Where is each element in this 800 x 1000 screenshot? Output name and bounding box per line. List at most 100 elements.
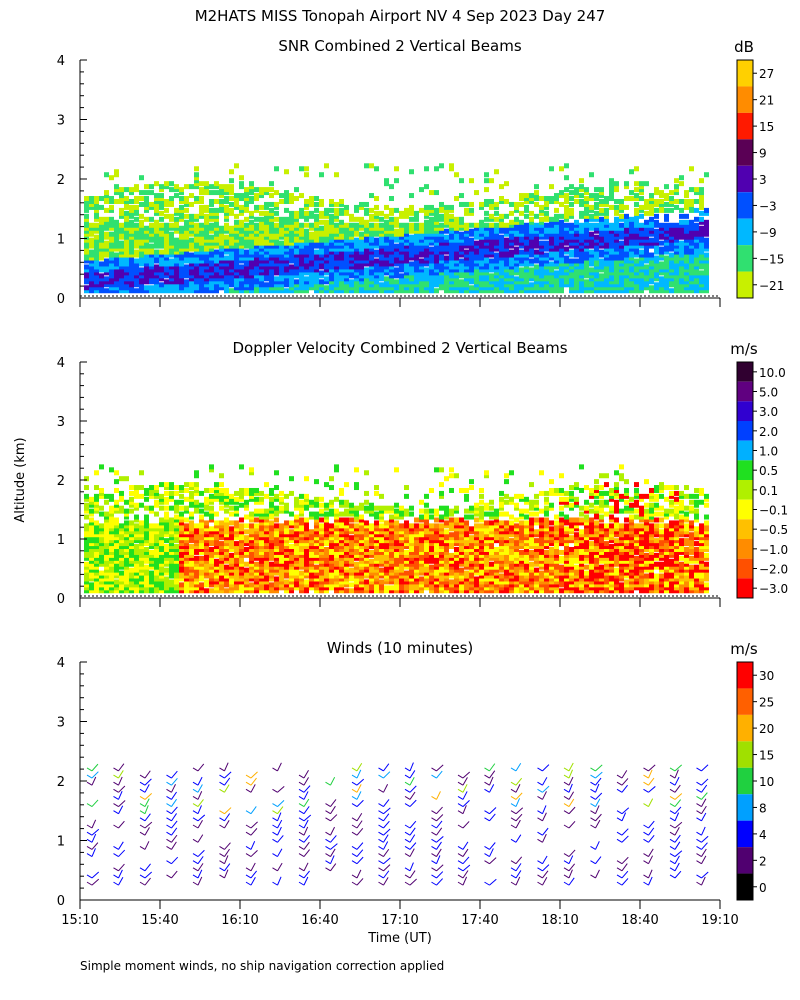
doppler-cell xyxy=(299,564,304,570)
snr-cell xyxy=(349,216,354,222)
snr-cell xyxy=(379,249,384,255)
snr-cell xyxy=(344,249,349,255)
snr-cell xyxy=(119,261,124,267)
doppler-cell xyxy=(149,532,154,538)
snr-cell xyxy=(579,267,584,273)
snr-cell xyxy=(299,255,304,261)
snr-cell xyxy=(94,252,99,258)
doppler-cell xyxy=(124,532,129,538)
doppler-cell xyxy=(94,570,99,576)
snr-cell xyxy=(644,181,649,187)
snr-cell xyxy=(699,282,704,288)
doppler-cell xyxy=(309,499,314,505)
doppler-cell xyxy=(199,523,204,529)
snr-cell xyxy=(259,231,264,237)
snr-cell xyxy=(129,213,134,219)
snr-cell xyxy=(204,237,209,243)
snr-cell xyxy=(229,249,234,255)
snr-cell xyxy=(604,228,609,234)
doppler-cell xyxy=(124,573,129,579)
snr-cell xyxy=(119,258,124,264)
snr-cell xyxy=(139,267,144,273)
snr-cell xyxy=(479,276,484,282)
snr-cell xyxy=(374,267,379,273)
doppler-cell xyxy=(209,582,214,588)
snr-cell xyxy=(559,246,564,252)
snr-cell xyxy=(99,204,104,210)
snr-cell xyxy=(459,231,464,237)
doppler-cell xyxy=(184,546,189,552)
snr-cell xyxy=(209,285,214,291)
snr-cell xyxy=(284,196,289,202)
snr-cell xyxy=(449,270,454,276)
snr-cell xyxy=(134,237,139,243)
doppler-cell xyxy=(239,561,244,567)
doppler-cell xyxy=(114,544,119,550)
snr-cell xyxy=(484,282,489,288)
snr-cell xyxy=(634,181,639,187)
doppler-cell xyxy=(169,549,174,555)
snr-cell xyxy=(344,279,349,285)
doppler-cell xyxy=(124,549,129,555)
snr-cell xyxy=(684,234,689,240)
snr-cell xyxy=(534,285,539,291)
snr-cell xyxy=(569,228,574,234)
doppler-cell xyxy=(174,535,179,541)
doppler-cell xyxy=(289,555,294,561)
doppler-cell xyxy=(214,538,219,544)
snr-cell xyxy=(374,288,379,294)
snr-cell xyxy=(704,172,709,178)
snr-cell xyxy=(674,237,679,243)
snr-cell xyxy=(634,267,639,273)
doppler-cell xyxy=(154,588,159,594)
doppler-cell xyxy=(289,585,294,591)
doppler-cell xyxy=(274,541,279,547)
doppler-cell xyxy=(189,544,194,550)
snr-cell xyxy=(419,288,424,294)
snr-cell xyxy=(699,196,704,202)
snr-cell xyxy=(649,288,654,294)
snr-cell xyxy=(114,237,119,243)
snr-cell xyxy=(534,288,539,294)
snr-cell xyxy=(134,184,139,190)
snr-cell xyxy=(699,252,704,258)
snr-cell xyxy=(484,249,489,255)
snr-cell xyxy=(704,243,709,249)
doppler-cell xyxy=(234,508,239,514)
snr-cell xyxy=(114,240,119,246)
snr-cell xyxy=(524,276,529,282)
snr-cell xyxy=(604,198,609,204)
doppler-cell xyxy=(149,564,154,570)
snr-cell xyxy=(164,264,169,270)
snr-cell xyxy=(484,222,489,228)
doppler-cell xyxy=(159,538,164,544)
doppler-cell xyxy=(314,479,319,485)
snr-cell xyxy=(704,246,709,252)
snr-cell xyxy=(174,237,179,243)
snr-cell xyxy=(474,258,479,264)
snr-cell xyxy=(174,243,179,249)
doppler-cell xyxy=(234,573,239,579)
snr-cell xyxy=(269,240,274,246)
doppler-cell xyxy=(119,544,124,550)
snr-cell xyxy=(194,246,199,252)
doppler-cell xyxy=(194,564,199,570)
snr-cell xyxy=(164,261,169,267)
snr-cell xyxy=(364,207,369,213)
snr-cell xyxy=(394,267,399,273)
snr-cell xyxy=(104,252,109,258)
snr-cell xyxy=(464,270,469,276)
snr-cell xyxy=(459,178,464,184)
snr-cell xyxy=(694,198,699,204)
snr-cell xyxy=(209,273,214,279)
doppler-cell xyxy=(229,561,234,567)
doppler-cell xyxy=(239,526,244,532)
snr-cell xyxy=(664,184,669,190)
snr-cell xyxy=(189,273,194,279)
snr-cell xyxy=(509,279,514,285)
snr-cell xyxy=(354,216,359,222)
snr-cell xyxy=(609,225,614,231)
snr-cell xyxy=(619,258,624,264)
doppler-cell xyxy=(309,579,314,585)
doppler-cell xyxy=(134,579,139,585)
